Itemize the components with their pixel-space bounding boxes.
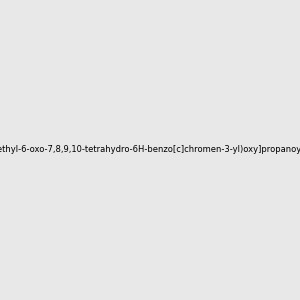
Text: 1-{2-[(4-methyl-6-oxo-7,8,9,10-tetrahydro-6H-benzo[c]chromen-3-yl)oxy]propanoyl}: 1-{2-[(4-methyl-6-oxo-7,8,9,10-tetrahydr… <box>0 146 300 154</box>
